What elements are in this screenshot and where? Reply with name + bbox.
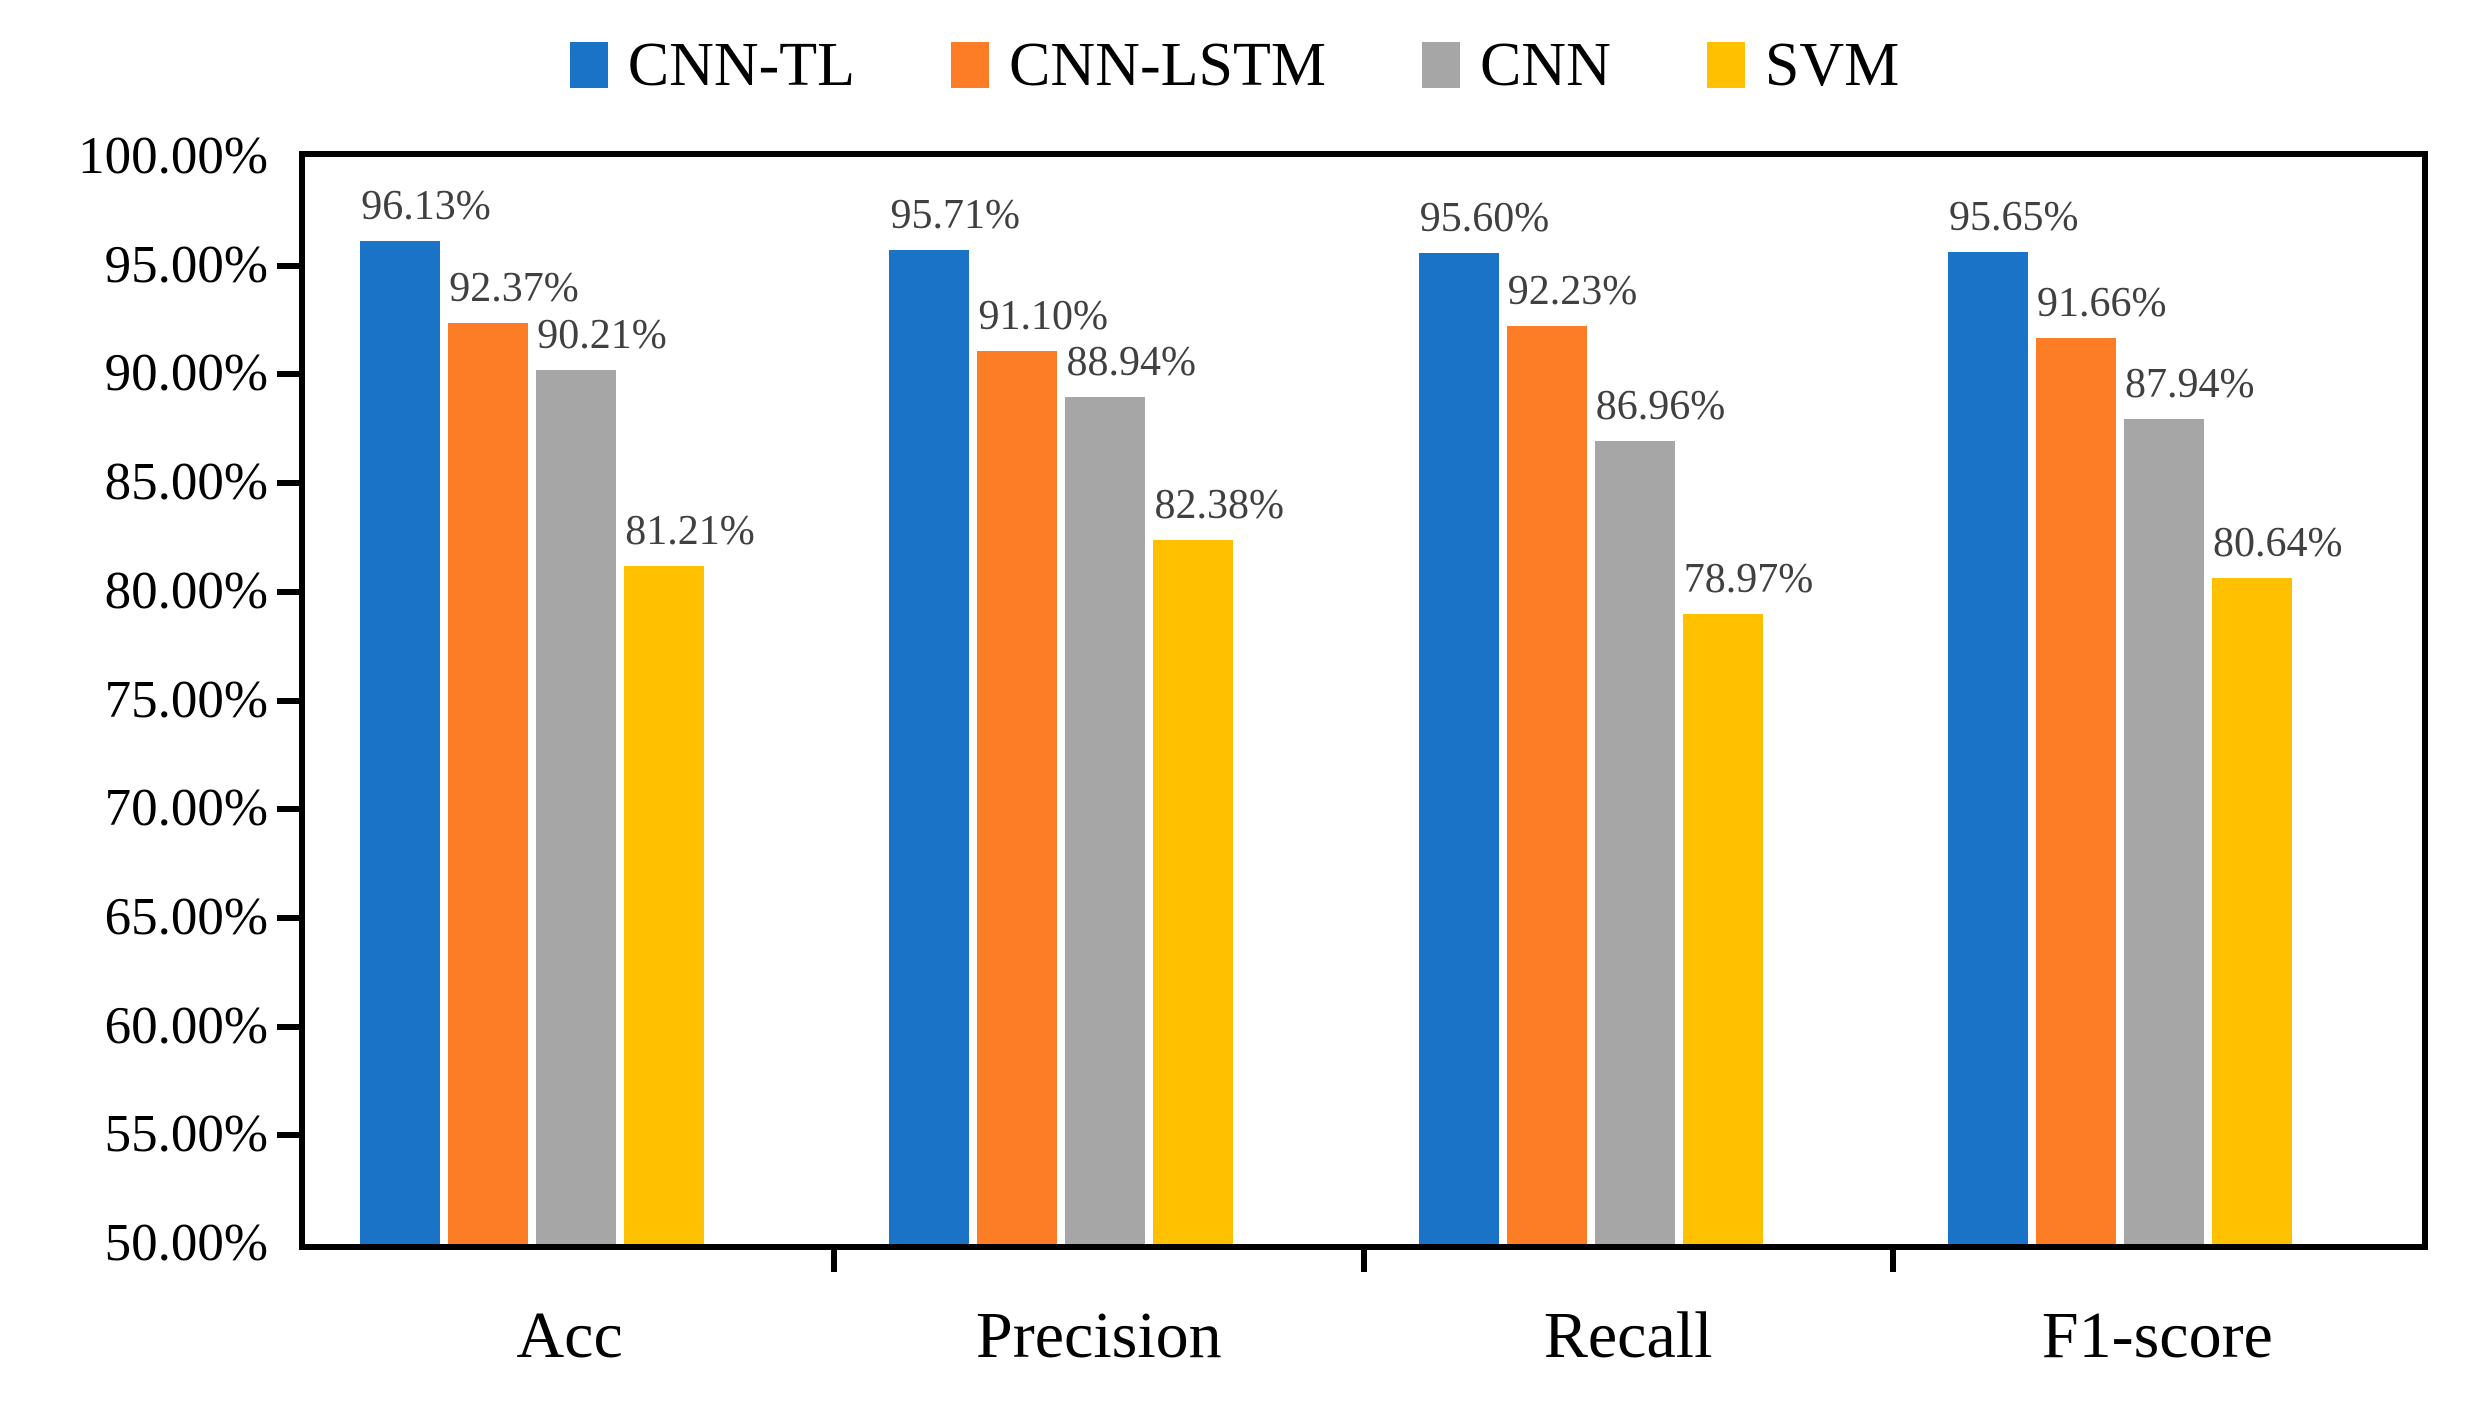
bar-cnn-tl-precision [889,250,970,1244]
bar-value-label: 88.94% [1066,339,1197,386]
y-axis-tick-label: 85.00% [104,453,268,512]
x-axis-category-label: Acc [516,1299,623,1372]
bar-cnn-precision [1065,397,1146,1244]
bar-value-label: 95.71% [890,192,1021,239]
bar-value-label: 86.96% [1595,382,1726,429]
bar-svm-f1-score [2211,577,2292,1244]
x-axis-category-label: F1-score [2041,1299,2273,1372]
legend-item-cnn-tl: CNN-TL [569,31,856,99]
plot-area: 96.13% 92.37% 90.21% 81.21% 95.71% 91.10% 88.9… [277,151,2428,1272]
bar-value-label: 87.94% [2125,361,2255,408]
bar-value-label: 91.66% [2037,280,2167,327]
y-axis-tick [277,480,299,487]
y-axis-tick [277,1132,299,1139]
bar-cnn-lstm-recall [1506,325,1587,1244]
bar-value-label: 78.97% [1683,556,1814,603]
y-axis-tick-label: 70.00% [104,779,268,838]
legend-label: SVM [1764,31,1900,99]
x-axis-tick [831,1250,838,1272]
bar-cnn-f1-score [2123,419,2204,1244]
legend-label: CNN [1479,31,1611,99]
y-axis-tick-label: 65.00% [104,887,268,946]
bar-svm-acc [624,565,704,1244]
bar-cnn-lstm-f1-score [2035,338,2116,1244]
bar-value-label: 80.64% [2213,519,2343,566]
bar-svm-recall [1682,614,1763,1244]
legend-item-cnn: CNN [1421,31,1611,99]
x-axis-tick [1360,1250,1367,1272]
y-axis-tick-label: 50.00% [104,1214,268,1272]
legend-label: CNN-TL [627,31,856,99]
legend-item-cnn-lstm: CNN-LSTM [951,34,1326,96]
y-axis-tick [277,806,299,813]
bar-cnn-tl-acc [360,241,440,1244]
bar-cnn-lstm-precision [977,350,1058,1244]
legend-label: CNN-LSTM [1009,31,1326,99]
plot-inner: 96.13% 92.37% 90.21% 81.21% 95.71% 91.10% 88.9… [277,157,2422,1272]
bar-value-label: 92.23% [1507,267,1638,314]
bar-svm-precision [1153,540,1234,1244]
y-axis-tick-label: 75.00% [104,670,268,729]
bar-cnn-tl-recall [1418,252,1499,1244]
bar-cnn-lstm-acc [448,322,528,1244]
bar-value-label: 95.65% [1949,193,2079,240]
x-axis-tick [1889,1250,1896,1272]
y-axis-tick-label: 55.00% [104,1105,268,1164]
y-axis-tick-label: 60.00% [104,996,268,1055]
x-axis-category-label: Recall [1543,1299,1713,1372]
bar-value-label: 95.60% [1419,194,1550,241]
y-axis-tick [277,262,299,269]
y-axis-tick-label: 100.00% [78,127,268,185]
legend-swatch-icon [569,42,608,88]
bar-value-label: 96.13% [361,183,491,230]
bar-value-label: 91.10% [978,292,1109,339]
y-axis-tick [277,371,299,378]
legend: CNN-TL CNN-LSTM CNN SVM [0,22,2469,108]
bar-value-label: 90.21% [537,311,667,358]
y-axis-tick [277,588,299,595]
x-axis-category-label: Precision [976,1299,1222,1372]
bar-cnn-acc [536,369,616,1244]
y-axis-tick [277,914,299,921]
y-axis-tick [277,697,299,704]
y-axis-tick [277,1023,299,1030]
bar-value-label: 92.37% [449,264,579,311]
y-axis-tick-label: 80.00% [104,561,268,620]
legend-swatch-icon [1706,42,1745,88]
y-axis-tick-label: 95.00% [104,235,268,294]
bar-cnn-tl-f1-score [1947,251,2028,1244]
legend-swatch-icon [1421,42,1460,88]
legend-swatch-icon [951,42,990,88]
bar-cnn-recall [1594,440,1675,1244]
bar-value-label: 81.21% [625,507,755,554]
bar-value-label: 82.38% [1154,482,1285,529]
legend-item-svm: SVM [1706,31,1900,99]
y-axis-tick-label: 90.00% [104,344,268,403]
